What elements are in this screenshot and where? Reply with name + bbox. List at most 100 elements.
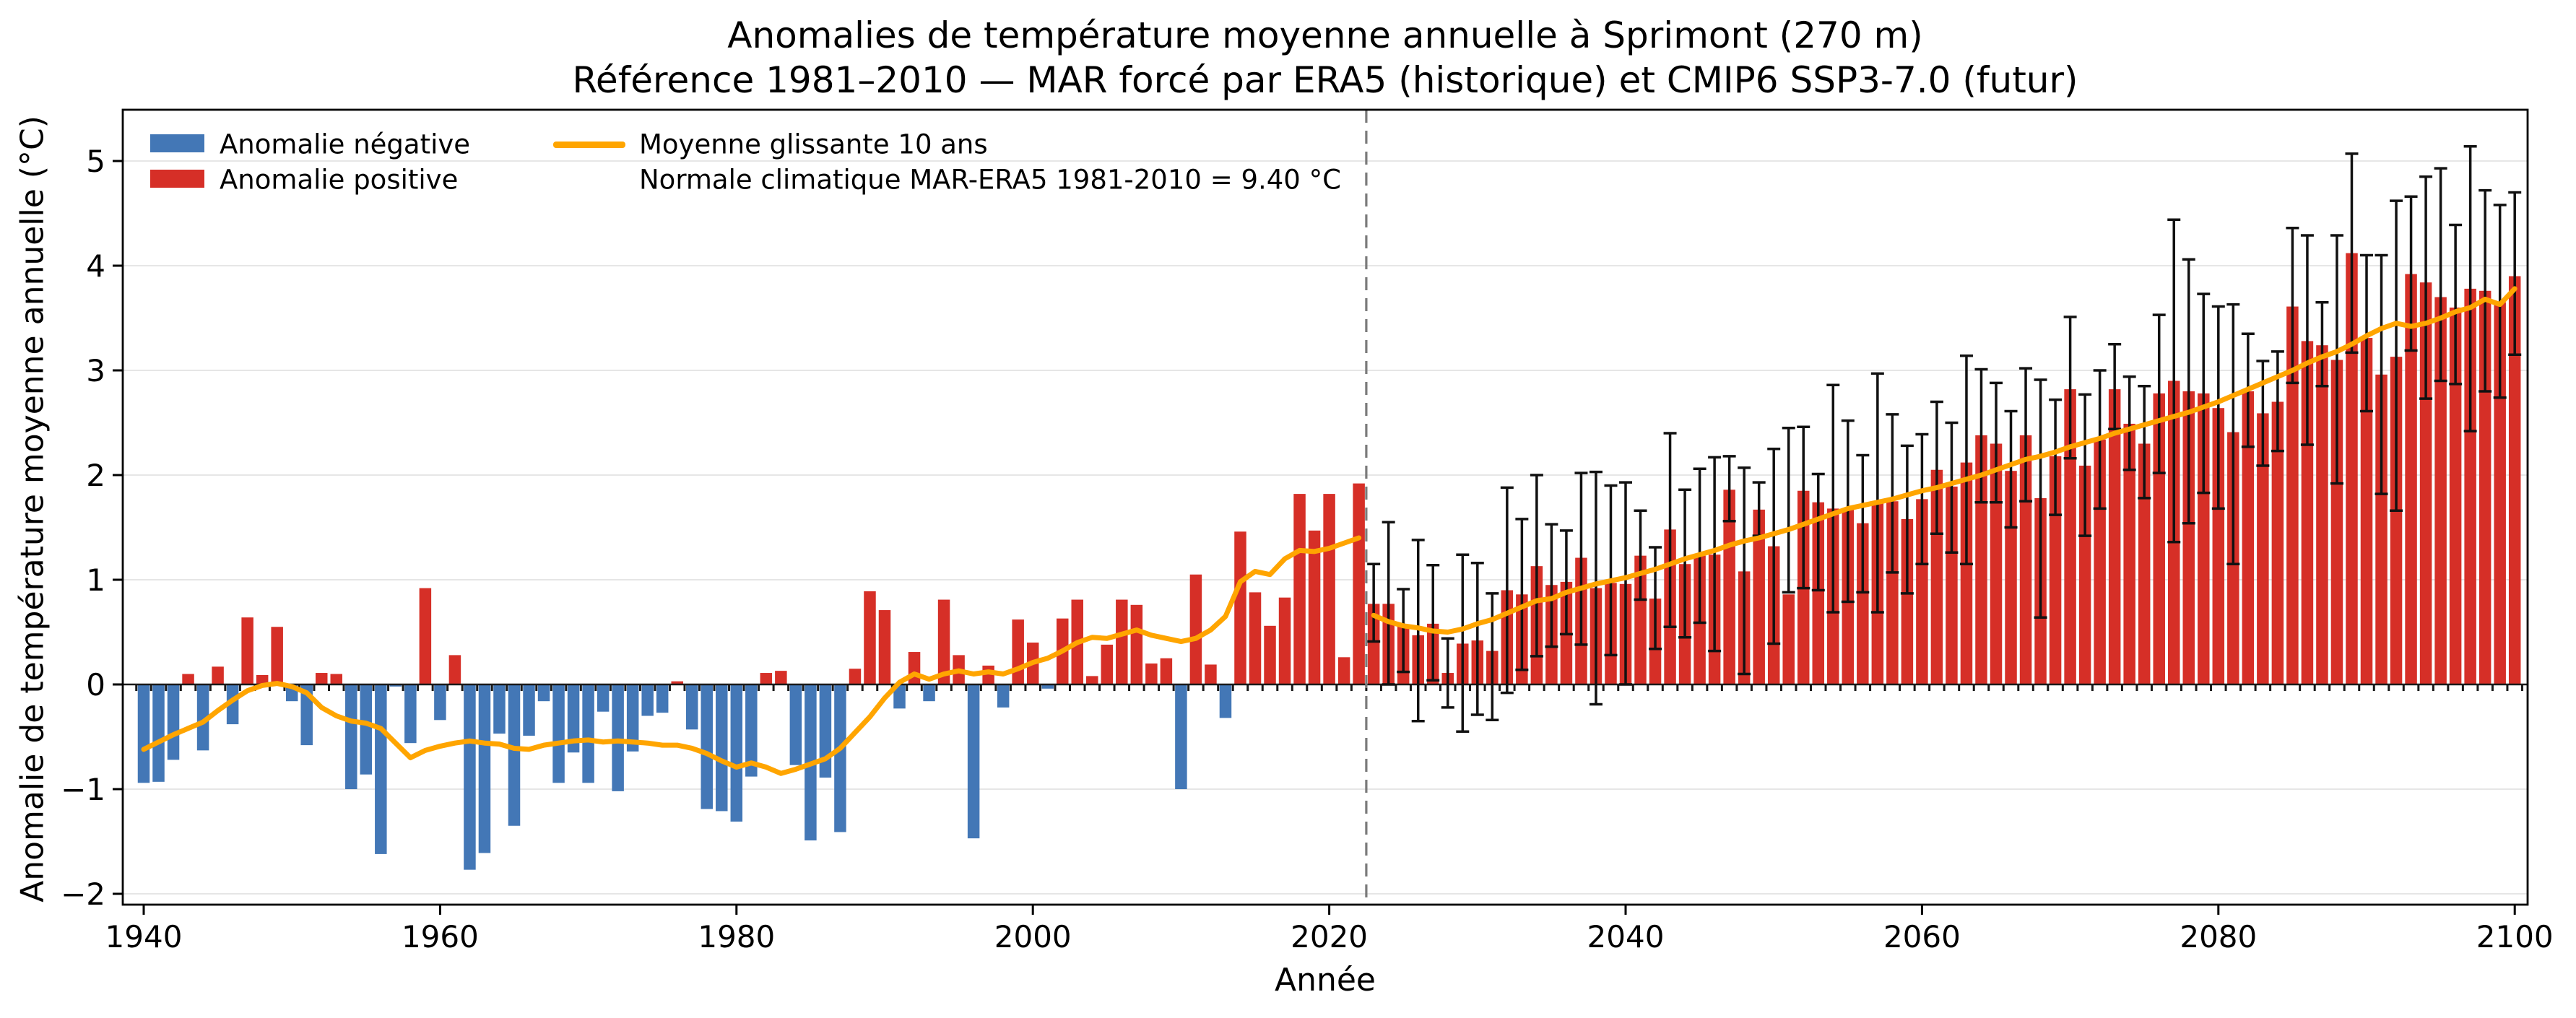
bar-1941 bbox=[152, 684, 165, 782]
chart-title: Anomalies de température moyenne annuell… bbox=[123, 13, 2528, 103]
legend-normal-climate-label: Normale climatique MAR-ERA5 1981-2010 = … bbox=[639, 164, 1341, 196]
bar-1954 bbox=[345, 684, 357, 789]
bar-2088 bbox=[2330, 360, 2343, 684]
bar-2061 bbox=[1930, 469, 1943, 684]
y-tick-label-0: 0 bbox=[86, 667, 105, 702]
bar-1983 bbox=[775, 671, 787, 684]
bar-2018 bbox=[1293, 494, 1306, 684]
bar-1965 bbox=[508, 684, 521, 826]
bar-1952 bbox=[315, 673, 328, 684]
bar-2016 bbox=[1264, 625, 1276, 684]
bar-2058 bbox=[1886, 501, 1899, 684]
rolling-mean-line-future bbox=[1371, 286, 2518, 635]
bar-1957 bbox=[389, 684, 402, 687]
bar-1974 bbox=[641, 684, 654, 716]
bar-2067 bbox=[2019, 435, 2032, 684]
bar-2060 bbox=[1916, 499, 1928, 684]
bar-2074 bbox=[2123, 423, 2135, 684]
y-tick-label-3: 3 bbox=[86, 353, 105, 388]
bar-2015 bbox=[1249, 592, 1262, 684]
bar-1992 bbox=[908, 652, 921, 684]
bar-2064 bbox=[1975, 435, 1987, 684]
bar-1976 bbox=[671, 681, 683, 684]
bar-2005 bbox=[1101, 644, 1114, 684]
bar-2070 bbox=[2064, 389, 2076, 684]
bar-2084 bbox=[2271, 401, 2284, 684]
bar-1951 bbox=[300, 684, 313, 746]
x-tick-label-1940: 1940 bbox=[105, 919, 183, 954]
bar-1942 bbox=[167, 684, 180, 760]
bar-1973 bbox=[626, 684, 639, 752]
bar-2019 bbox=[1308, 530, 1321, 684]
bar-2075 bbox=[2138, 443, 2151, 684]
bar-2076 bbox=[2153, 393, 2165, 684]
bar-2073 bbox=[2108, 389, 2121, 684]
bar-1993 bbox=[923, 684, 935, 702]
bar-1958 bbox=[404, 684, 417, 744]
y-axis-label: Anomalie de température moyenne annuelle… bbox=[14, 116, 51, 902]
bar-2083 bbox=[2257, 413, 2269, 684]
x-tick-label-2000: 2000 bbox=[994, 919, 1072, 954]
bar-2091 bbox=[2375, 374, 2388, 684]
bar-2095 bbox=[2434, 297, 2447, 684]
bar-2053 bbox=[1812, 502, 1825, 684]
y-tick-label--1: −1 bbox=[61, 772, 105, 807]
bar-2085 bbox=[2286, 306, 2299, 684]
bar-1940 bbox=[137, 684, 150, 783]
bar-2093 bbox=[2405, 274, 2417, 685]
bar-1962 bbox=[464, 684, 476, 870]
bar-1979 bbox=[716, 684, 728, 812]
legend-rolling-label: Moyenne glissante 10 ans bbox=[639, 129, 988, 160]
bar-1991 bbox=[893, 684, 906, 709]
y-tick-label-4: 4 bbox=[86, 248, 105, 284]
bar-2078 bbox=[2182, 391, 2195, 684]
plot-border bbox=[121, 108, 2529, 906]
bar-2007 bbox=[1130, 604, 1143, 684]
bar-1946 bbox=[226, 684, 239, 725]
bar-2047 bbox=[1723, 490, 1735, 684]
legend-positive-swatch-icon bbox=[150, 170, 204, 188]
bar-2089 bbox=[2346, 253, 2358, 685]
bar-2090 bbox=[2360, 338, 2373, 684]
bar-1989 bbox=[864, 591, 876, 684]
bar-1955 bbox=[360, 684, 373, 775]
x-tick-label-2020: 2020 bbox=[1291, 919, 1368, 954]
bar-1999 bbox=[1012, 619, 1024, 684]
x-tick-label-1960: 1960 bbox=[402, 919, 479, 954]
bar-2001 bbox=[1041, 684, 1054, 689]
x-tick-label-2100: 2100 bbox=[2476, 919, 2554, 954]
legend-positive-label: Anomalie positive bbox=[220, 164, 459, 196]
bar-2082 bbox=[2242, 391, 2255, 684]
bar-2049 bbox=[1753, 509, 1765, 684]
legend-rolling-line-icon bbox=[553, 142, 625, 148]
y-tick-label-5: 5 bbox=[86, 144, 105, 179]
bar-2004 bbox=[1086, 676, 1098, 684]
bar-2022 bbox=[1353, 483, 1365, 684]
bar-2010 bbox=[1175, 684, 1187, 789]
bar-2011 bbox=[1189, 574, 1202, 684]
bar-1970 bbox=[582, 684, 594, 783]
bar-1949 bbox=[271, 627, 283, 684]
bar-1978 bbox=[701, 684, 714, 809]
bar-2020 bbox=[1323, 494, 1335, 684]
bar-1996 bbox=[967, 684, 980, 839]
bar-1994 bbox=[937, 599, 950, 684]
bar-2097 bbox=[2464, 288, 2476, 684]
bar-1982 bbox=[760, 673, 773, 684]
bar-2066 bbox=[2005, 471, 2017, 684]
bar-2069 bbox=[2049, 456, 2062, 684]
bar-1990 bbox=[878, 610, 891, 684]
bar-1961 bbox=[448, 655, 461, 684]
bar-2013 bbox=[1219, 684, 1232, 718]
rolling-mean-line-historical bbox=[141, 535, 1362, 776]
bar-2072 bbox=[2094, 439, 2106, 684]
bar-1981 bbox=[745, 684, 758, 777]
legend-negative-swatch-icon bbox=[150, 134, 204, 152]
bar-1953 bbox=[330, 674, 343, 684]
bar-2092 bbox=[2390, 357, 2403, 684]
x-tick-label-2080: 2080 bbox=[2180, 919, 2257, 954]
x-tick-label-1980: 1980 bbox=[698, 919, 775, 954]
bar-1967 bbox=[537, 684, 550, 702]
bar-2021 bbox=[1337, 657, 1350, 684]
